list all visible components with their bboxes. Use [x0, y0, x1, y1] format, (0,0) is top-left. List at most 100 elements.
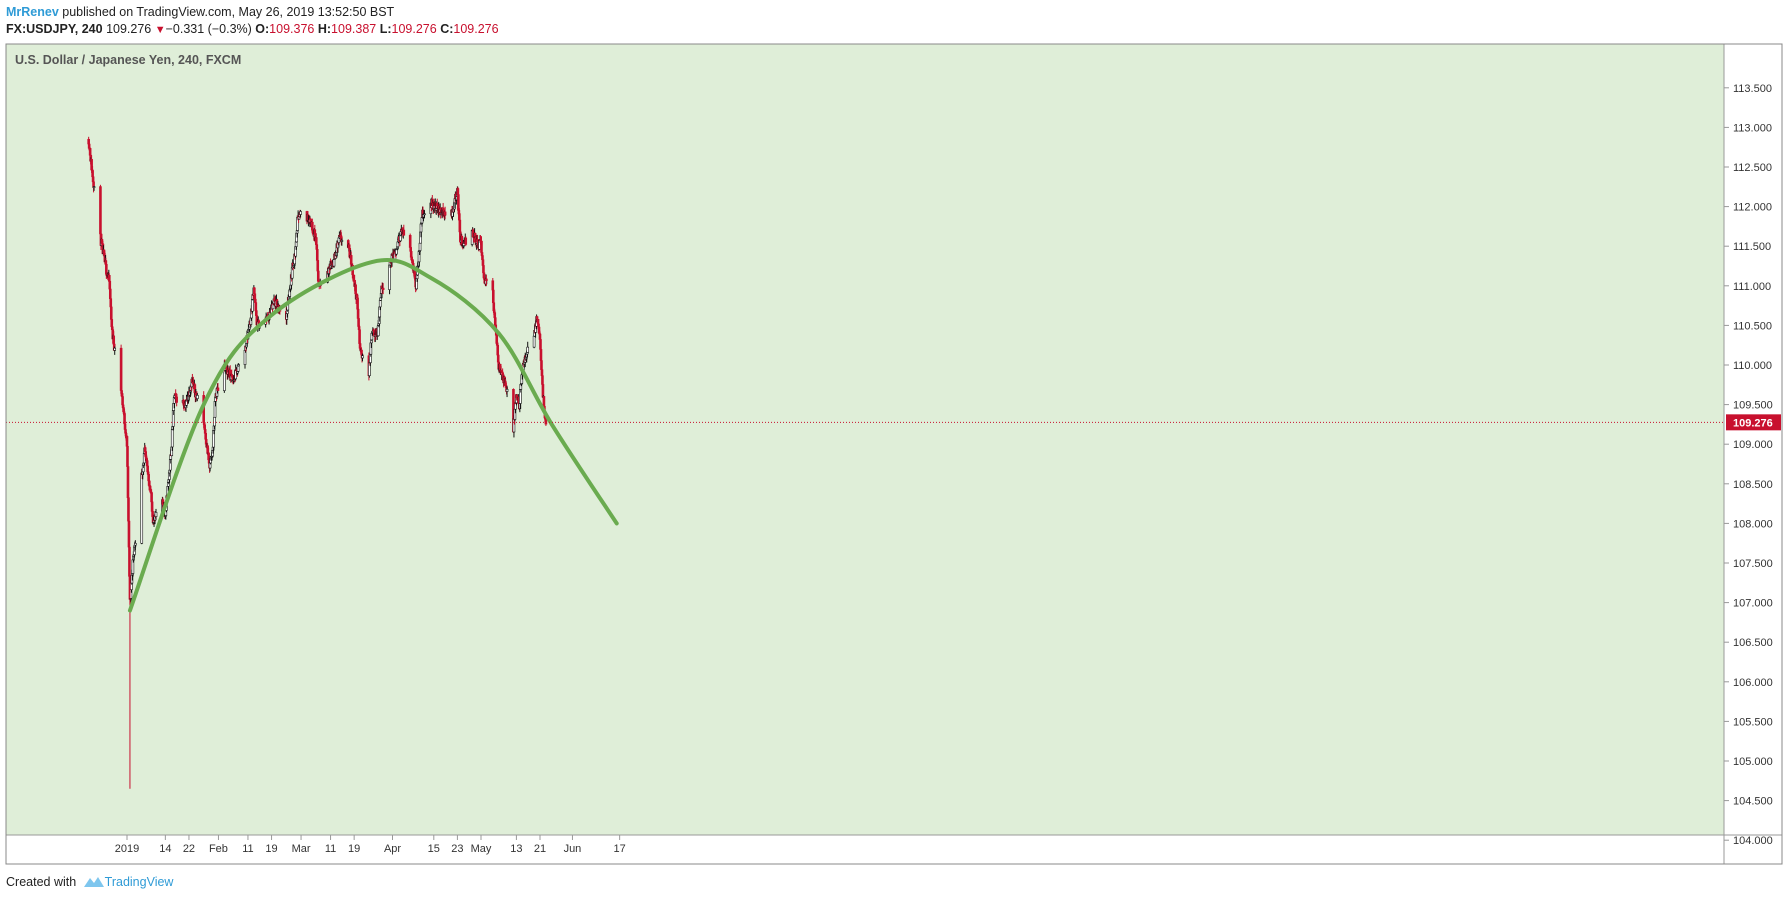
- y-tick-label: 112.000: [1733, 202, 1772, 214]
- last-price: 109.276: [106, 22, 152, 36]
- candle-body: [119, 347, 123, 391]
- x-tick-label: Apr: [384, 843, 401, 855]
- plot-area[interactable]: [6, 44, 1724, 835]
- low-value: 109.276: [391, 22, 437, 36]
- candle-body: [485, 278, 488, 282]
- candle-body: [443, 211, 447, 216]
- footer: Created with TradingView: [6, 874, 173, 890]
- candle-body: [134, 542, 137, 546]
- candle-body: [140, 472, 144, 544]
- candle-body: [423, 213, 426, 216]
- x-tick-label: 22: [183, 843, 195, 855]
- y-tick-label: 111.500: [1733, 241, 1771, 253]
- candle-body: [332, 259, 336, 267]
- candle-body: [349, 255, 353, 265]
- close-value: 109.276: [453, 22, 499, 36]
- candle-body: [150, 492, 153, 503]
- candle-body: [381, 287, 385, 290]
- author-name[interactable]: MrRenev: [6, 5, 59, 19]
- candle-body: [491, 280, 495, 291]
- candle-body: [236, 365, 240, 372]
- candle-body: [532, 335, 536, 348]
- candle-body: [340, 240, 344, 242]
- publisher-line: MrRenev published on TradingView.com, Ma…: [6, 4, 394, 20]
- price-change: −0.331 (−0.3%): [165, 22, 252, 36]
- y-tick-label: 107.500: [1733, 558, 1773, 570]
- y-tick-label: 109.000: [1733, 439, 1773, 451]
- candle-body: [460, 236, 464, 241]
- candle-body: [491, 289, 495, 304]
- candle-body: [464, 237, 468, 245]
- published-text: published on TradingView.com, May 26, 20…: [58, 5, 395, 19]
- x-tick-label: Feb: [209, 843, 228, 855]
- candle-body: [196, 395, 199, 399]
- last-price-tag: [1726, 414, 1781, 431]
- high-value: 109.387: [331, 22, 377, 36]
- candlestick-series: [87, 136, 548, 789]
- y-tick-label: 113.000: [1733, 122, 1772, 134]
- time-axis[interactable]: 2019 14 22 Feb 11 19 Mar 11 19 Apr 15 23 May 13 21 Jun 1…: [115, 835, 626, 855]
- candle-body: [170, 429, 174, 448]
- candle-body: [254, 298, 257, 303]
- candle-body: [112, 335, 116, 345]
- x-tick-label: 14: [159, 843, 171, 855]
- candle-body: [145, 458, 148, 461]
- candle-body: [113, 347, 117, 351]
- y-tick-label: 111.000: [1733, 281, 1771, 293]
- y-tick-label: 105.000: [1733, 756, 1773, 768]
- candle-body: [418, 242, 422, 251]
- candle-body: [378, 299, 382, 308]
- y-tick-label: 106.500: [1733, 637, 1773, 649]
- candle-body: [526, 346, 530, 353]
- last-price-tag-label: 109.276: [1733, 417, 1773, 429]
- y-tick-label: 109.500: [1733, 400, 1773, 412]
- tradingview-brand-link[interactable]: TradingView: [104, 875, 174, 889]
- candle-body: [216, 387, 220, 391]
- y-tick-label: 110.500: [1733, 320, 1772, 332]
- candle-body: [145, 460, 149, 467]
- candle-body: [356, 308, 360, 319]
- price-axis[interactable]: 113.500 113.000 112.500 112.000 111.500 111.0…: [1724, 83, 1773, 847]
- x-tick-label: 2019: [115, 843, 139, 855]
- high-label: H:: [317, 22, 332, 36]
- open-label: O:: [255, 22, 270, 36]
- x-tick-label: 11: [242, 843, 253, 855]
- y-tick-label: 113.500: [1733, 83, 1772, 95]
- symbol-label: FX:USDJPY, 240: [6, 22, 103, 36]
- candle-body: [154, 512, 158, 517]
- chart-frame: [5, 43, 1783, 865]
- chart-title: U.S. Dollar / Japanese Yen, 240, FXCM: [15, 53, 241, 67]
- candle-body: [99, 186, 102, 235]
- x-tick-label: May: [471, 843, 492, 855]
- x-tick-label: 13: [510, 843, 522, 855]
- down-arrow-icon: ▼: [154, 24, 166, 36]
- y-tick-label: 112.500: [1733, 162, 1772, 174]
- candle-body: [388, 264, 391, 290]
- candle-body: [351, 274, 355, 279]
- x-tick-label: 23: [451, 843, 463, 855]
- candle-body: [544, 418, 548, 425]
- candle-body: [126, 445, 129, 467]
- created-with-label: Created with: [6, 875, 77, 889]
- x-tick-label: 19: [348, 843, 360, 855]
- y-tick-label: 105.500: [1733, 716, 1773, 728]
- candle-body: [147, 474, 150, 482]
- y-tick-label: 108.500: [1733, 479, 1773, 491]
- x-tick-label: Mar: [292, 843, 311, 855]
- candle-body: [104, 260, 108, 265]
- candle-body: [127, 497, 130, 522]
- x-tick-label: 15: [428, 843, 440, 855]
- low-label: L:: [379, 22, 392, 36]
- candle-body: [457, 194, 460, 211]
- parabolic-curve[interactable]: [127, 258, 619, 613]
- candle-body: [127, 520, 131, 548]
- candle-body: [361, 355, 364, 359]
- close-label: C:: [440, 22, 454, 36]
- candle-body: [537, 323, 540, 328]
- candle-body: [92, 186, 96, 188]
- y-tick-label: 108.000: [1733, 518, 1773, 530]
- x-tick-label: Jun: [564, 843, 582, 855]
- y-tick-label: 110.000: [1733, 360, 1772, 372]
- candle-body: [408, 234, 412, 248]
